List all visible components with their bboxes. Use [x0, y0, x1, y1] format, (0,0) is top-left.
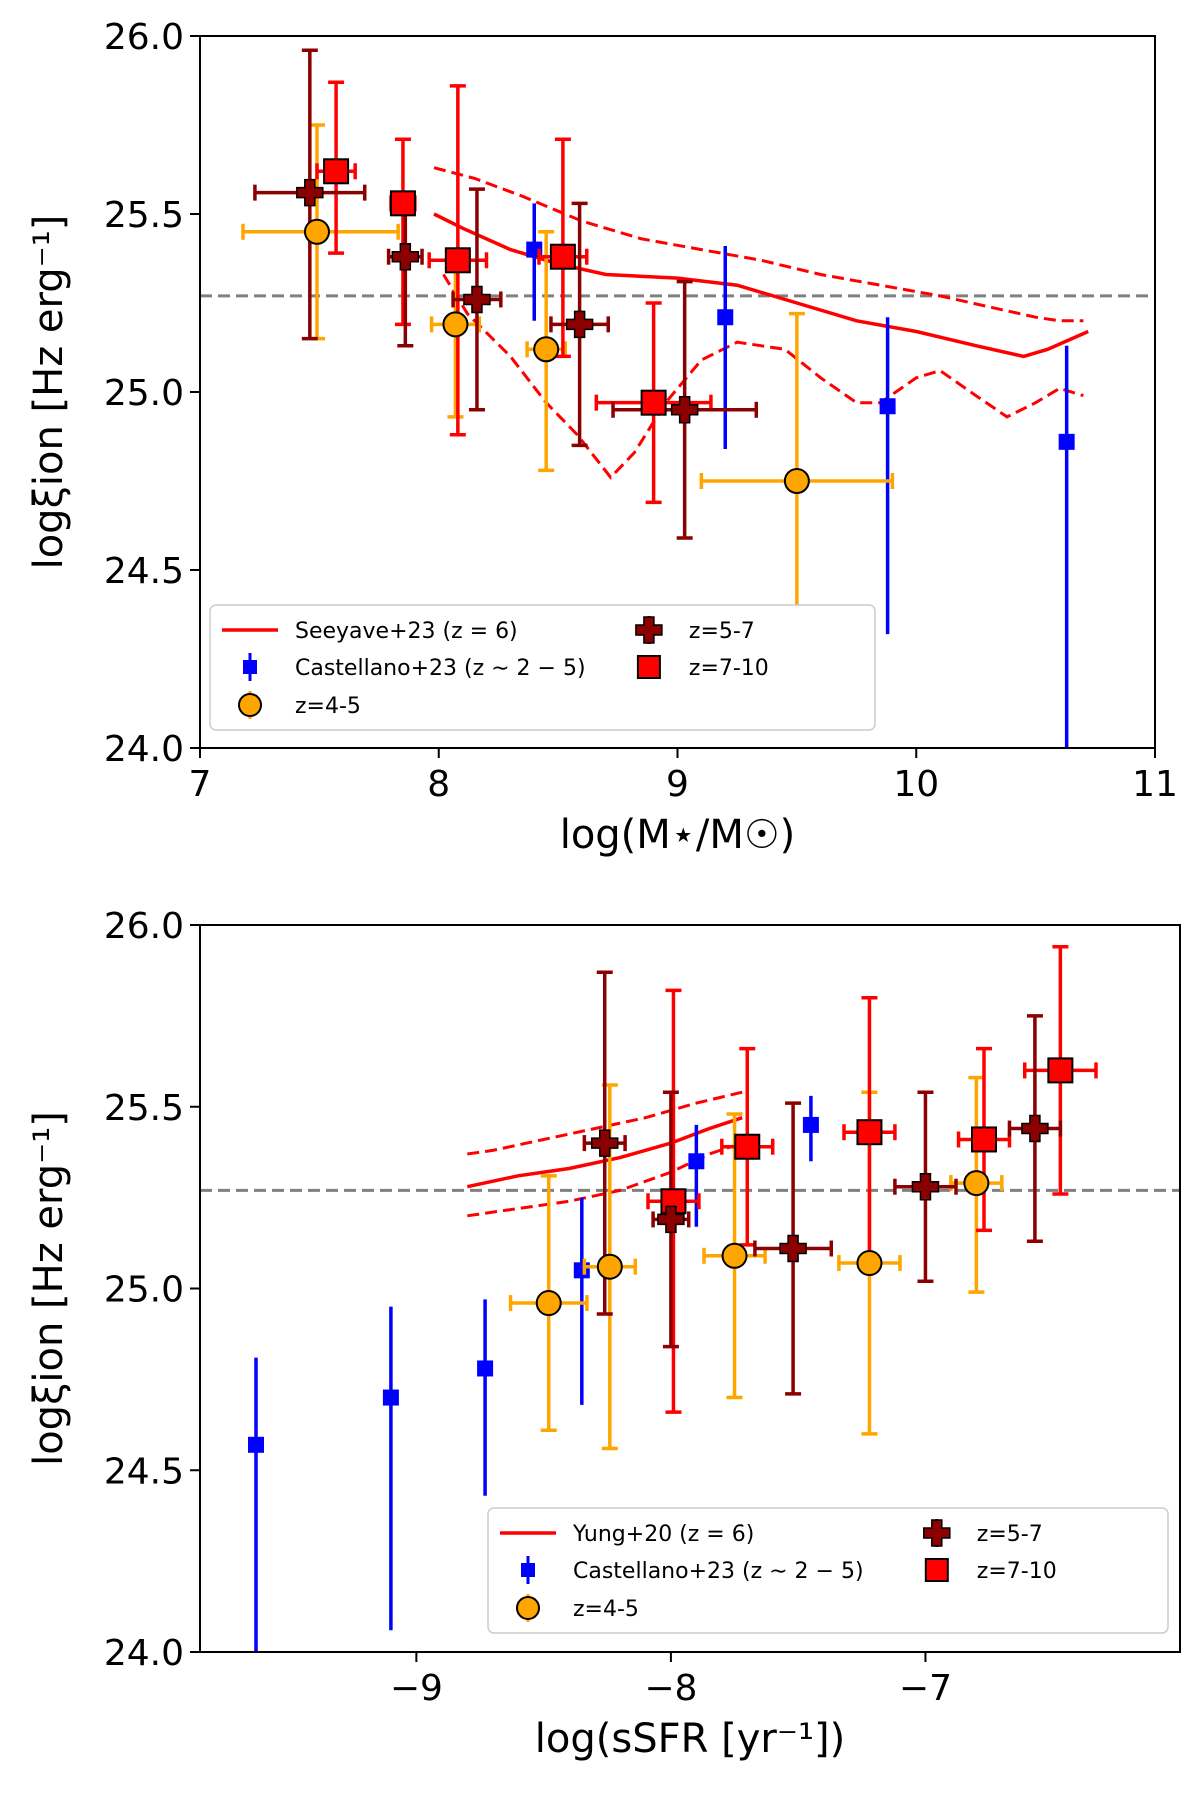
- legend-z57-marker: [635, 616, 663, 644]
- x-tick-label: 11: [1132, 764, 1178, 805]
- legend-castellano-marker: [243, 660, 257, 674]
- legend-z710-label: z=7-10: [689, 656, 769, 681]
- z57-point: [911, 1172, 940, 1201]
- z57-point: [670, 396, 699, 424]
- legend-z57-label: z=5-7: [689, 619, 755, 644]
- panel-top: 24.0 24.5 25.0 25.5 26.0 7 8 9 10 11 log(M⋆/M☉) log…: [26, 17, 1178, 858]
- z57-point: [463, 285, 491, 314]
- castellano-point: [248, 1436, 264, 1453]
- panel-bottom: 24.0 24.5 25.0 25.5 26.0 −9 −8 −7 log(sSFR [yr⁻¹…: [26, 906, 1181, 1762]
- y-tick-label: 25.5: [104, 1088, 184, 1129]
- z710-point: [1047, 1057, 1074, 1084]
- legend: Yung+20 (z = 6) Castellano+23 (z ∼ 2 − 5)…: [487, 1507, 1169, 1634]
- z45-point: [442, 311, 469, 338]
- castellano-point: [879, 398, 896, 415]
- legend-z57-marker: [923, 1519, 951, 1547]
- y-tick-label: 25.0: [104, 373, 184, 414]
- z57-point: [565, 310, 594, 339]
- sim-median-line: [433, 212, 1089, 359]
- z57-point: [391, 242, 420, 271]
- y-tick-label: 24.0: [104, 1633, 184, 1674]
- z57-point: [657, 1205, 685, 1234]
- legend-castellano-marker: [521, 1563, 535, 1577]
- legend-box: [487, 1507, 1169, 1634]
- y-tick-label: 26.0: [104, 17, 184, 58]
- z45-point: [721, 1242, 748, 1269]
- castellano-point: [688, 1153, 705, 1170]
- legend: Seeyave+23 (z = 6) Castellano+23 (z ∼ 2 −…: [209, 604, 876, 731]
- legend-box: [209, 604, 876, 731]
- z710-point: [971, 1126, 997, 1153]
- z710-point: [734, 1133, 761, 1160]
- x-tick-label: 8: [427, 764, 450, 805]
- z45-point: [783, 468, 810, 494]
- x-tick-label: −8: [644, 1668, 697, 1709]
- castellano-point: [573, 1262, 590, 1279]
- z57-point: [590, 1129, 619, 1157]
- z57-point: [1021, 1114, 1049, 1143]
- z45-point: [535, 1290, 562, 1317]
- legend-z710-marker: [636, 655, 661, 679]
- z45-point: [963, 1170, 990, 1197]
- legend-sim-label: Yung+20 (z = 6): [572, 1522, 754, 1547]
- x-tick-label: 10: [893, 764, 939, 805]
- legend-z45-marker: [516, 1596, 540, 1620]
- y-tick-label: 26.0: [104, 906, 184, 947]
- x-axis-label: log(M⋆/M☉): [560, 812, 796, 858]
- legend-z57-label: z=5-7: [977, 1522, 1043, 1547]
- z710-point: [640, 389, 667, 416]
- z710-point: [389, 190, 416, 217]
- z45-point: [596, 1253, 623, 1280]
- sim-upper-line: [467, 1090, 743, 1156]
- castellano-point: [717, 309, 734, 326]
- legend-z710-label: z=7-10: [977, 1559, 1057, 1584]
- z57-point: [296, 178, 324, 207]
- z710-point: [856, 1119, 883, 1146]
- sim-lower-line: [442, 273, 1084, 480]
- castellano-point: [382, 1389, 399, 1406]
- y-tick-label: 24.5: [104, 1451, 184, 1492]
- sim-median-line: [466, 1116, 743, 1189]
- x-tick-label: 7: [189, 764, 212, 805]
- z45-point: [533, 336, 560, 363]
- castellano-point: [802, 1116, 819, 1133]
- sim-lower-line: [467, 1141, 743, 1218]
- x-tick-label: −9: [390, 1668, 443, 1709]
- y-tick-label: 25.0: [104, 1270, 184, 1311]
- castellano-point: [1058, 433, 1075, 450]
- z710-point: [444, 247, 471, 274]
- legend-z710-marker: [924, 1558, 949, 1582]
- plot-area: [200, 48, 1155, 748]
- legend-z45-label: z=4-5: [573, 1597, 639, 1622]
- y-tick-label: 24.5: [104, 551, 184, 592]
- x-axis-label: log(sSFR [yr⁻¹]): [535, 1716, 845, 1762]
- x-tick-label: 9: [666, 764, 689, 805]
- plot-area: [200, 945, 1180, 1652]
- legend-z45-label: z=4-5: [295, 694, 361, 719]
- x-tick-label: −7: [899, 1668, 952, 1709]
- z57-point: [779, 1234, 807, 1263]
- z45-point: [856, 1250, 883, 1277]
- y-tick-label: 25.5: [104, 195, 184, 236]
- y-axis-label: logξion [Hz erg⁻¹]: [26, 215, 72, 570]
- legend-z45-marker: [238, 693, 262, 717]
- sim-upper-line: [433, 166, 1084, 323]
- legend-castellano-label: Castellano+23 (z ∼ 2 − 5): [573, 1559, 864, 1584]
- castellano-point: [477, 1360, 494, 1377]
- legend-castellano-label: Castellano+23 (z ∼ 2 − 5): [295, 656, 586, 681]
- z45-point: [303, 218, 330, 245]
- z710-point: [549, 243, 576, 270]
- z710-point: [323, 158, 350, 185]
- y-tick-label: 24.0: [104, 729, 184, 770]
- y-axis-label: logξion [Hz erg⁻¹]: [26, 1111, 72, 1466]
- legend-sim-label: Seeyave+23 (z = 6): [295, 619, 518, 644]
